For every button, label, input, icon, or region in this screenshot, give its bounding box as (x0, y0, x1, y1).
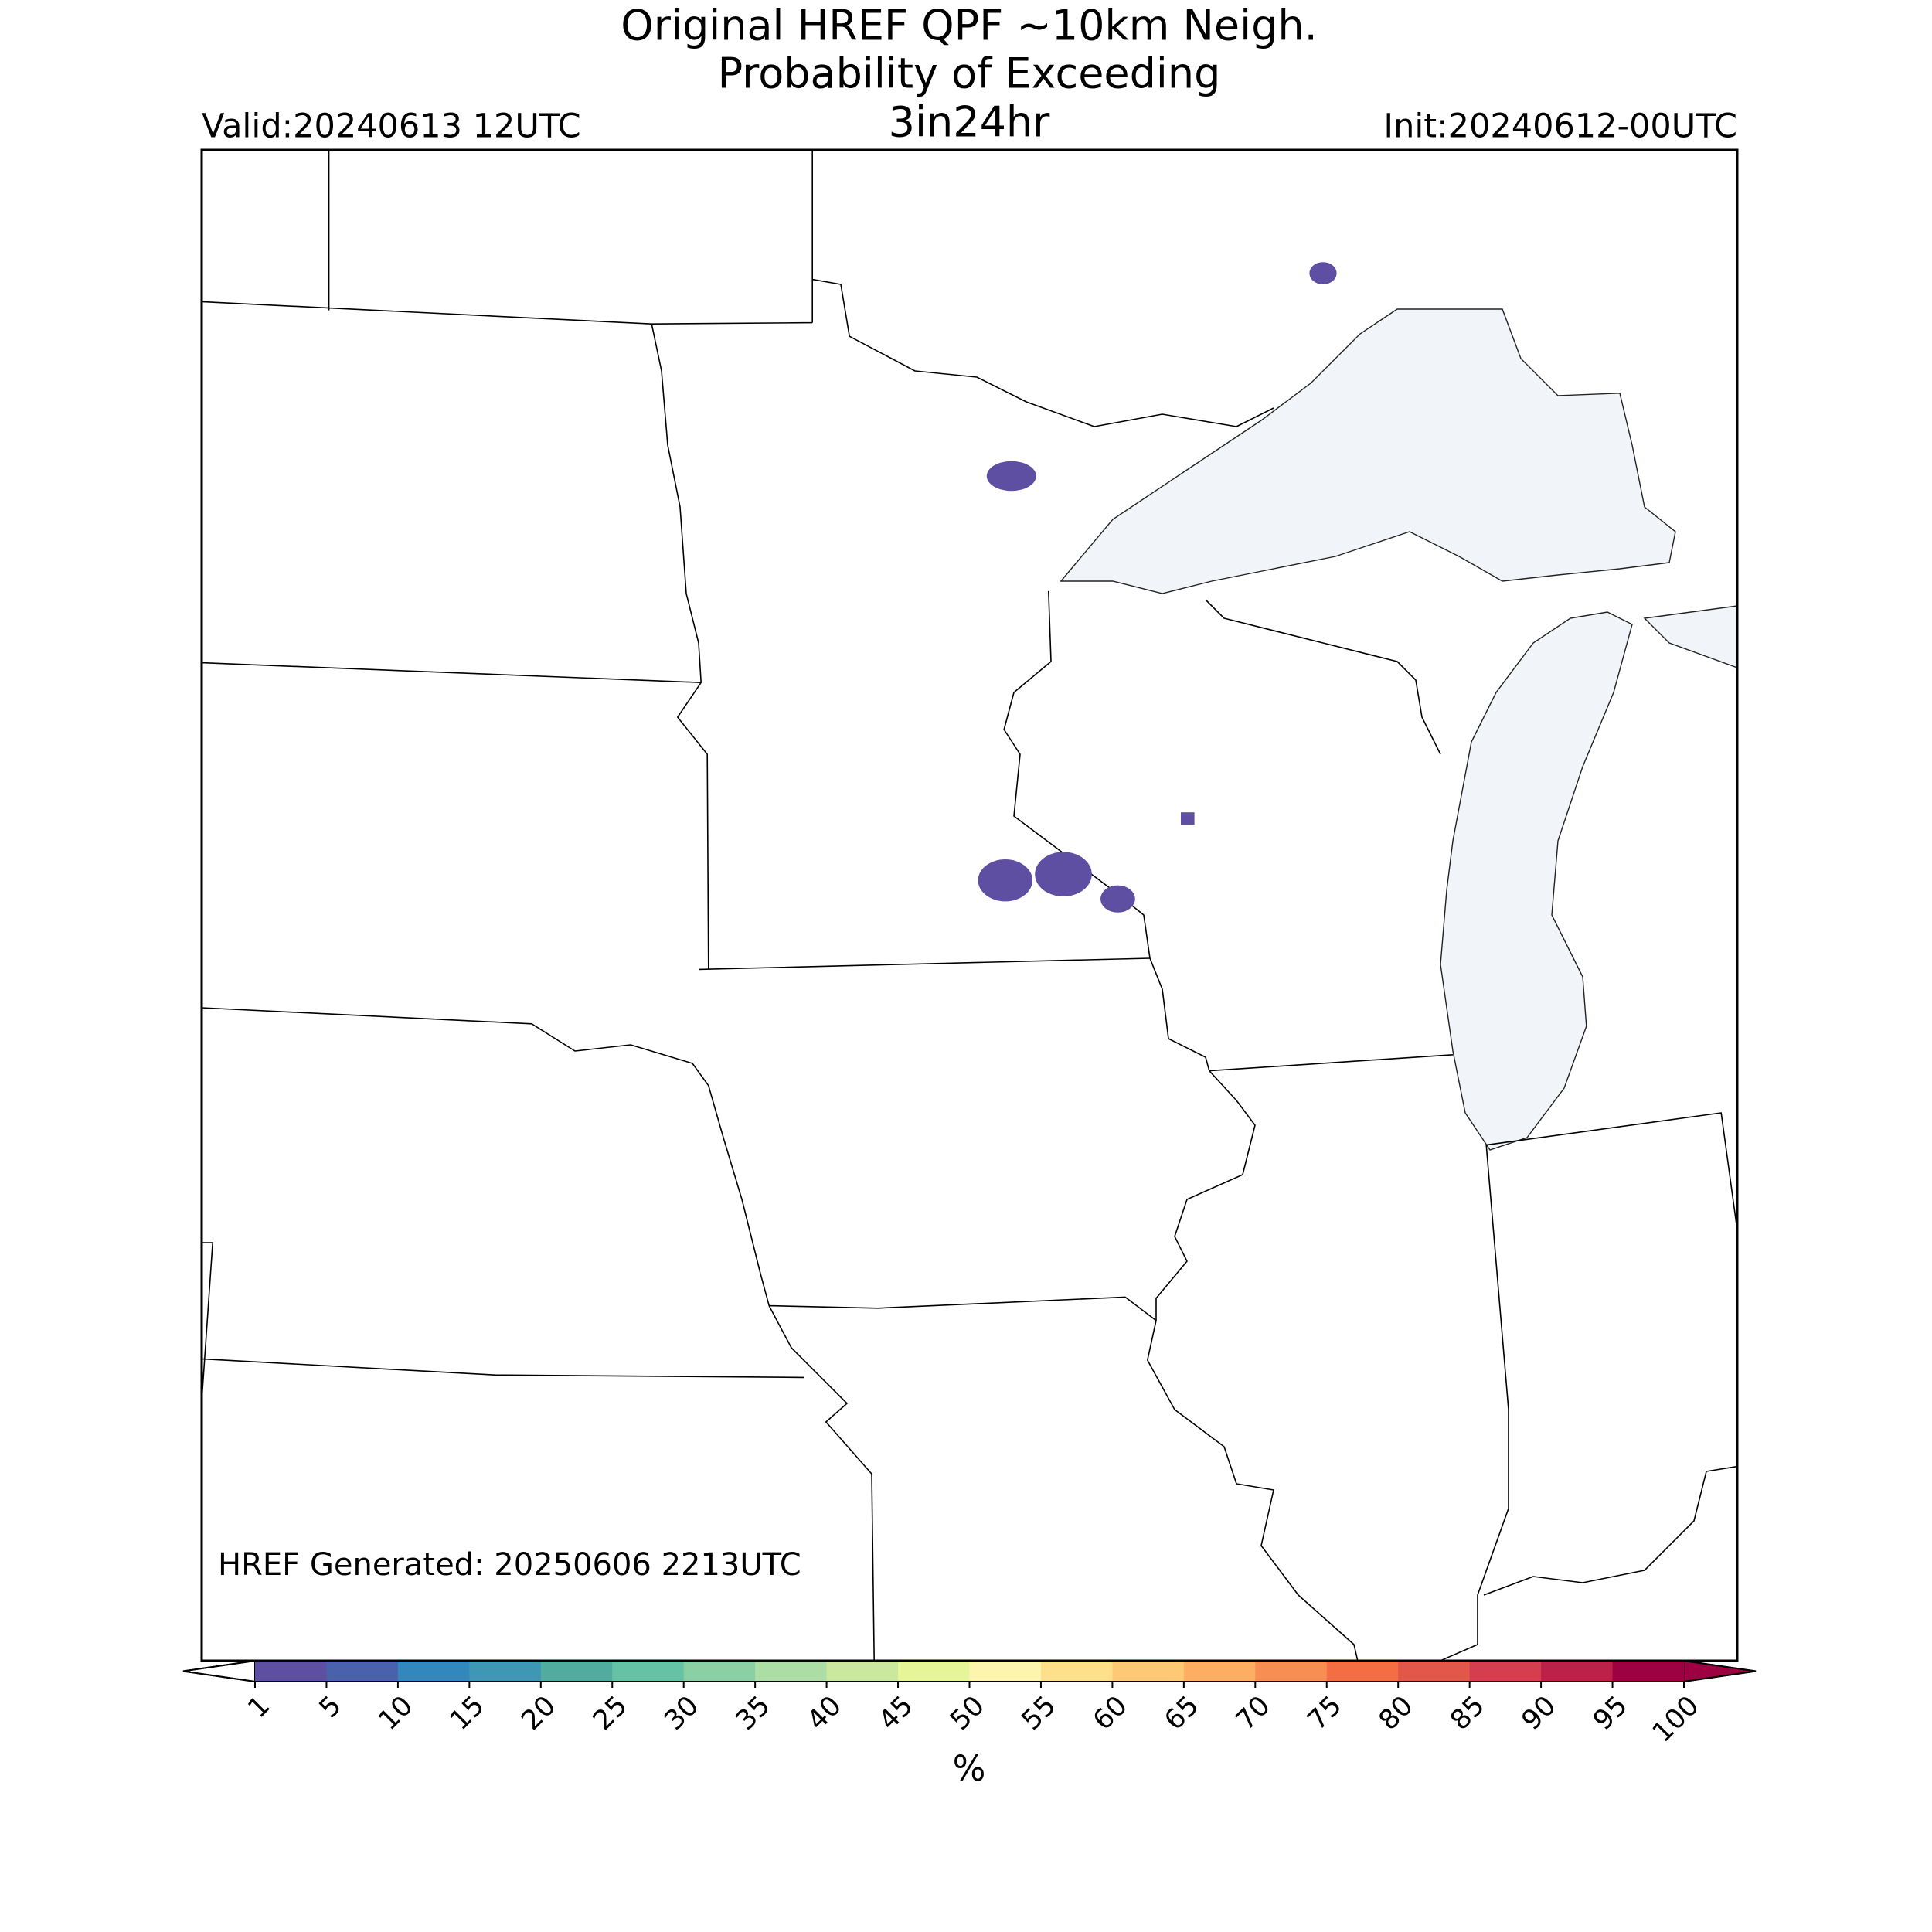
colorbar-tick-label: 40 (801, 1690, 848, 1736)
colorbar-tick-label: 70 (1230, 1690, 1277, 1736)
colorbar-segment (1326, 1661, 1399, 1682)
lake-michigan (1440, 612, 1632, 1150)
colorbar-tick-label: 50 (944, 1690, 991, 1736)
colorbar-tick-label: 75 (1301, 1690, 1348, 1736)
colorbar-tick-label: 85 (1444, 1690, 1491, 1736)
colorbar-segment (969, 1661, 1042, 1682)
title-line: Original HREF QPF ~10km Neigh. (621, 2, 1318, 50)
colorbar-tick-label: 30 (658, 1690, 705, 1736)
generated-note: HREF Generated: 20250606 2213UTC (218, 1547, 801, 1583)
valid-time: Valid:20240613 12UTC (202, 107, 581, 146)
colorbar-segment (326, 1661, 399, 1682)
init-time: Init:20240612-00UTC (1383, 107, 1737, 146)
probability-area (1100, 885, 1135, 913)
colorbar-tick-label: 45 (873, 1690, 920, 1736)
colorbar-segment (397, 1661, 470, 1682)
state-border (202, 324, 1156, 1661)
colorbar-tick-label: 5 (314, 1690, 348, 1724)
probability-area (1309, 262, 1337, 284)
colorbar-segment (1469, 1661, 1542, 1682)
state-border (1004, 591, 1737, 1661)
colorbar-tick-label: 35 (730, 1690, 777, 1736)
colorbar-segment (683, 1661, 756, 1682)
colorbar-segment (469, 1661, 542, 1682)
colorbar-segment (540, 1661, 613, 1682)
colorbar-tick-label: 15 (444, 1690, 491, 1736)
colorbar-tick-label: 65 (1159, 1690, 1206, 1736)
colorbar-segment (1398, 1661, 1471, 1682)
map (202, 150, 1738, 1661)
colorbar-segment (1541, 1661, 1614, 1682)
title-line: Probability of Exceeding (718, 49, 1221, 98)
state-border (202, 150, 1274, 427)
probability-area (986, 461, 1036, 492)
colorbar-tick-label: 1 (242, 1690, 276, 1724)
lake-superior (1061, 309, 1675, 594)
colorbar-segment (255, 1661, 327, 1682)
colorbar-tick-label: 90 (1516, 1690, 1563, 1736)
colorbar-under (182, 1659, 256, 1683)
colorbar-segment (1183, 1661, 1256, 1682)
colorbar-segment (612, 1661, 685, 1682)
colorbar-segment (1112, 1661, 1185, 1682)
colorbar-tick-label: 10 (373, 1690, 420, 1736)
colorbar-over (1683, 1659, 1757, 1683)
colorbar-label: % (953, 1748, 986, 1789)
colorbar-tick-label: 100 (1647, 1690, 1706, 1749)
lake-huron (1645, 606, 1738, 668)
colorbar-tick-label: 95 (1587, 1690, 1634, 1736)
colorbar-segment (826, 1661, 899, 1682)
colorbar-tick-label: 20 (515, 1690, 562, 1736)
colorbar-segment (755, 1661, 828, 1682)
colorbar-segment (1040, 1661, 1113, 1682)
probability-area (1181, 812, 1195, 825)
colorbar-segment (898, 1661, 970, 1682)
colorbar-tick-label: 25 (587, 1690, 634, 1736)
colorbar-tick-label: 60 (1087, 1690, 1134, 1736)
probability-area (1035, 852, 1092, 896)
colorbar-tick-label: 55 (1016, 1690, 1063, 1736)
colorbar-segment (1612, 1661, 1685, 1682)
probability-area (978, 859, 1032, 902)
colorbar-tick-label: 80 (1373, 1690, 1420, 1736)
colorbar-segment (1255, 1661, 1328, 1682)
title-line: 3in24hr (889, 98, 1051, 147)
